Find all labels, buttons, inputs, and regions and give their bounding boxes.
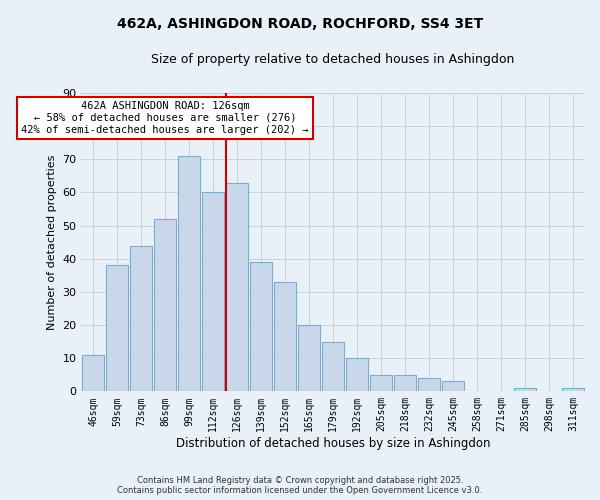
Bar xyxy=(514,388,536,392)
Bar xyxy=(202,192,224,392)
X-axis label: Distribution of detached houses by size in Ashingdon: Distribution of detached houses by size … xyxy=(176,437,490,450)
Text: 462A ASHINGDON ROAD: 126sqm
← 58% of detached houses are smaller (276)
42% of se: 462A ASHINGDON ROAD: 126sqm ← 58% of det… xyxy=(22,102,309,134)
Bar xyxy=(370,375,392,392)
Bar xyxy=(562,388,584,392)
Bar xyxy=(250,262,272,392)
Bar xyxy=(418,378,440,392)
Bar xyxy=(442,382,464,392)
Bar xyxy=(178,156,200,392)
Bar xyxy=(226,182,248,392)
Text: Contains HM Land Registry data © Crown copyright and database right 2025.
Contai: Contains HM Land Registry data © Crown c… xyxy=(118,476,482,495)
Title: Size of property relative to detached houses in Ashingdon: Size of property relative to detached ho… xyxy=(151,52,515,66)
Bar xyxy=(298,325,320,392)
Y-axis label: Number of detached properties: Number of detached properties xyxy=(47,154,57,330)
Bar xyxy=(106,266,128,392)
Text: 462A, ASHINGDON ROAD, ROCHFORD, SS4 3ET: 462A, ASHINGDON ROAD, ROCHFORD, SS4 3ET xyxy=(117,18,483,32)
Bar xyxy=(394,375,416,392)
Bar xyxy=(82,355,104,392)
Bar xyxy=(322,342,344,392)
Bar xyxy=(346,358,368,392)
Bar xyxy=(130,246,152,392)
Bar xyxy=(154,219,176,392)
Bar xyxy=(274,282,296,392)
